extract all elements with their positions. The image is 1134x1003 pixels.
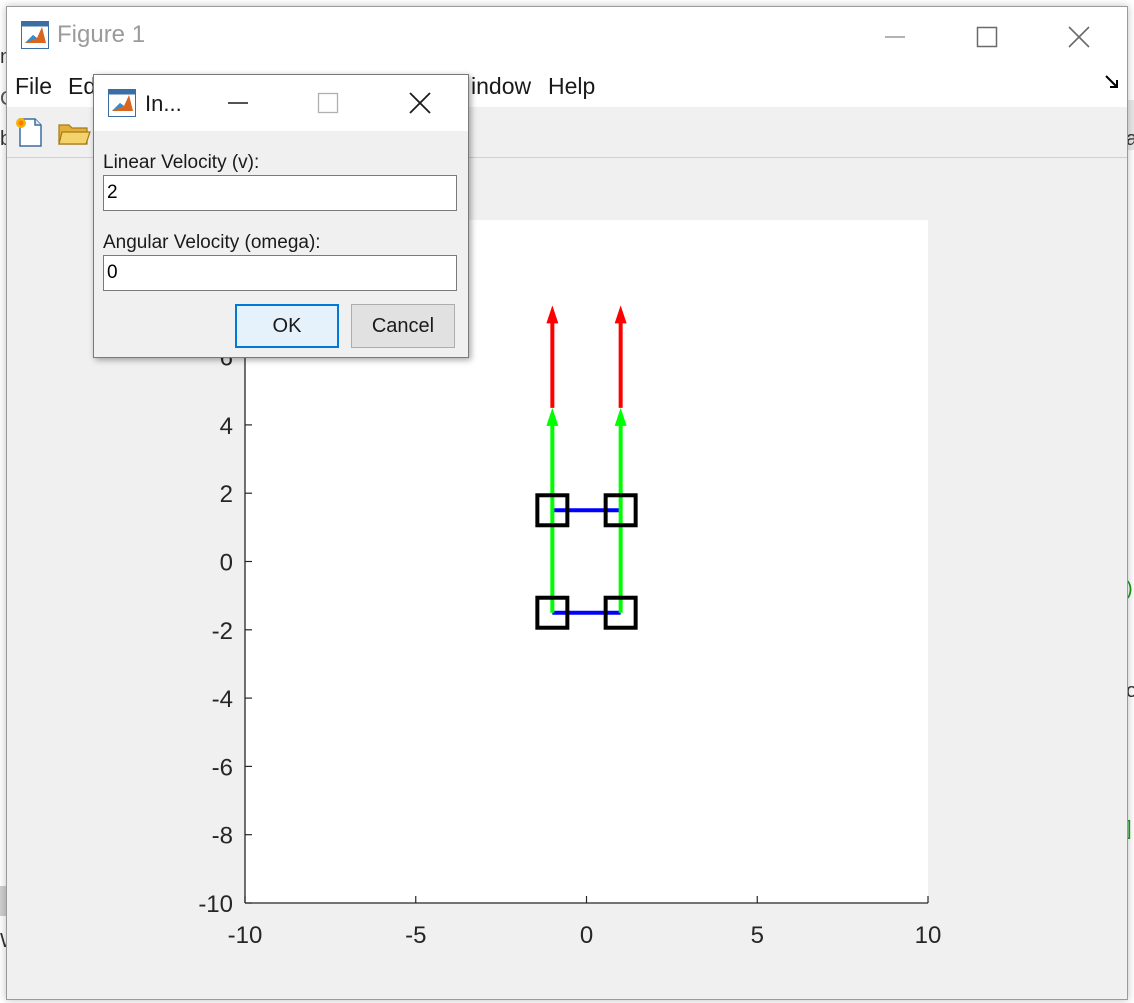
- figure-titlebar[interactable]: Figure 1: [7, 7, 1127, 63]
- dialog-close-button[interactable]: [396, 83, 444, 123]
- linear-velocity-label: Linear Velocity (v):: [103, 152, 260, 173]
- velocity-arrow-head: [614, 305, 627, 324]
- angular-velocity-label: Angular Velocity (omega):: [103, 232, 321, 253]
- background-bar-right: [1126, 100, 1134, 150]
- dialog-minimize-button[interactable]: [214, 83, 262, 123]
- robot-marks: [535, 305, 638, 630]
- menu-edit[interactable]: Ed: [68, 73, 97, 99]
- menu-help[interactable]: Help: [548, 73, 596, 99]
- y-tick-label: -4: [212, 686, 233, 713]
- open-file-icon[interactable]: [57, 115, 91, 149]
- dialog-titlebar[interactable]: In...: [94, 75, 468, 131]
- matlab-logo-icon: [108, 89, 136, 117]
- y-tick-label: 0: [220, 550, 233, 577]
- angular-velocity-input[interactable]: [103, 255, 457, 291]
- minimize-icon: [228, 102, 248, 104]
- y-tick-label: -8: [212, 823, 233, 850]
- x-tick-label: -10: [228, 922, 263, 949]
- y-tick-label: -2: [212, 618, 233, 645]
- velocity-arrow-head: [546, 407, 559, 426]
- y-tick-label: -6: [212, 754, 233, 781]
- maximize-icon: [317, 92, 339, 114]
- background-fragment: ]: [1126, 818, 1132, 840]
- background-fragment: ): [1126, 578, 1133, 600]
- maximize-button[interactable]: [957, 15, 1017, 59]
- y-tick-label: 2: [220, 481, 233, 508]
- wheel-marker: [535, 493, 570, 528]
- velocity-arrow-head: [546, 305, 559, 324]
- maximize-icon: [976, 26, 998, 48]
- wheel-marker: [603, 493, 638, 528]
- dialog-title: In...: [145, 91, 182, 116]
- background-fragment: b: [0, 128, 11, 151]
- dock-arrow-icon[interactable]: [1105, 75, 1119, 89]
- y-tick-label: 4: [220, 413, 233, 440]
- cancel-button[interactable]: Cancel: [351, 304, 455, 348]
- menu-file[interactable]: File: [15, 73, 53, 99]
- minimize-icon: [885, 36, 905, 38]
- wheel-marker: [535, 595, 570, 630]
- wheel-marker: [603, 595, 638, 630]
- matlab-logo-icon: [21, 21, 49, 49]
- velocity-arrow-head: [614, 407, 627, 426]
- close-icon: [409, 92, 431, 114]
- menu-window[interactable]: indow: [471, 73, 532, 99]
- x-tick-label: 10: [915, 922, 942, 949]
- minimize-button[interactable]: [865, 15, 925, 59]
- y-tick-label: -10: [198, 891, 233, 918]
- background-fragment: o: [1126, 680, 1134, 702]
- background-bar-left: [0, 886, 6, 916]
- close-icon: [1068, 26, 1090, 48]
- ok-button[interactable]: OK: [235, 304, 339, 348]
- new-figure-icon[interactable]: [13, 115, 47, 149]
- dialog-maximize-button[interactable]: [304, 83, 352, 123]
- x-tick-label: 0: [580, 922, 593, 949]
- linear-velocity-input[interactable]: [103, 175, 457, 211]
- background-fragment: a: [1126, 128, 1134, 150]
- input-dialog: In... Linear Velocity (v): Angular Veloc…: [93, 74, 469, 358]
- x-tick-label: 5: [751, 922, 764, 949]
- close-button[interactable]: [1049, 15, 1109, 59]
- x-tick-label: -5: [405, 922, 426, 949]
- figure-title: Figure 1: [57, 21, 146, 48]
